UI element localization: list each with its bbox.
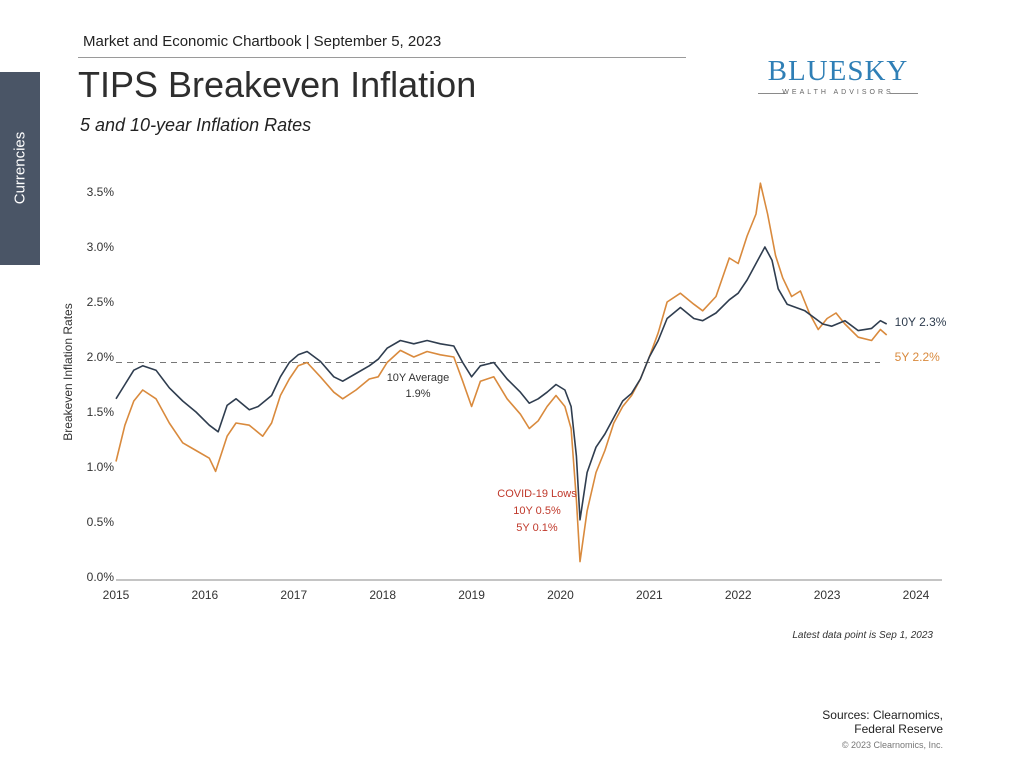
- series-line-10y: [115, 246, 888, 521]
- x-tick-label: 2015: [103, 588, 130, 602]
- page-title: TIPS Breakeven Inflation: [78, 64, 477, 105]
- side-tab-currencies[interactable]: Currencies: [0, 72, 40, 265]
- x-tick-label: 2021: [636, 588, 663, 602]
- y-tick-label: 1.5%: [87, 405, 115, 419]
- average-label-title: 10Y Average: [387, 372, 450, 384]
- x-tick-label: 2018: [369, 588, 396, 602]
- y-axis: 0.0% 0.5% 1.0% 1.5% 2.0% 2.5% 3.0% 3.5%: [87, 185, 115, 584]
- sources: Sources: Clearnomics, Federal Reserve: [780, 708, 943, 736]
- y-tick-label: 1.0%: [87, 460, 115, 474]
- x-axis: 2015 2016 2017 2018 2019 2020 2021 2022 2023 2024: [103, 588, 930, 602]
- y-tick-label: 3.5%: [87, 185, 115, 199]
- x-tick-label: 2017: [280, 588, 307, 602]
- average-label-value: 1.9%: [405, 388, 430, 400]
- y-tick-label: 3.0%: [87, 240, 115, 254]
- page-subtitle: 5 and 10-year Inflation Rates: [80, 115, 312, 135]
- y-tick-label: 0.5%: [87, 515, 115, 529]
- x-tick-label: 2019: [458, 588, 485, 602]
- y-tick-label: 0.0%: [87, 570, 115, 584]
- header-divider: [78, 57, 686, 58]
- sources-line-1: Sources: Clearnomics,: [822, 708, 943, 722]
- y-tick-label: 2.5%: [87, 295, 115, 309]
- chartbook-header: Market and Economic Chartbook | Septembe…: [83, 33, 442, 50]
- logo-wordmark: BLUESKY: [767, 55, 909, 87]
- logo-rule-right: [890, 93, 918, 94]
- series-end-label-5y: 5Y 2.2%: [895, 350, 940, 364]
- sources-line-2: Federal Reserve: [854, 722, 943, 736]
- x-tick-label: 2023: [814, 588, 841, 602]
- x-tick-label: 2016: [192, 588, 219, 602]
- x-tick-label: 2022: [725, 588, 752, 602]
- copyright: © 2023 Clearnomics, Inc.: [841, 740, 943, 750]
- y-axis-label: Breakeven Inflation Rates: [61, 303, 75, 440]
- series-group: [115, 182, 888, 563]
- x-tick-label: 2020: [547, 588, 574, 602]
- covid-annotation-5y: 5Y 0.1%: [516, 522, 558, 534]
- covid-annotation-title: COVID-19 Lows: [497, 488, 577, 500]
- x-tick-label: 2024: [903, 588, 930, 602]
- series-end-label-10y: 10Y 2.3%: [895, 315, 947, 329]
- logo-tagline: WEALTH ADVISORS: [782, 89, 894, 96]
- latest-data-note: Latest data point is Sep 1, 2023: [792, 630, 933, 641]
- y-tick-label: 2.0%: [87, 350, 115, 364]
- covid-annotation-10y: 10Y 0.5%: [513, 505, 561, 517]
- logo-rule-left: [758, 93, 786, 94]
- bluesky-logo: BLUESKY WEALTH ADVISORS: [758, 55, 918, 105]
- series-line-5y: [115, 182, 888, 563]
